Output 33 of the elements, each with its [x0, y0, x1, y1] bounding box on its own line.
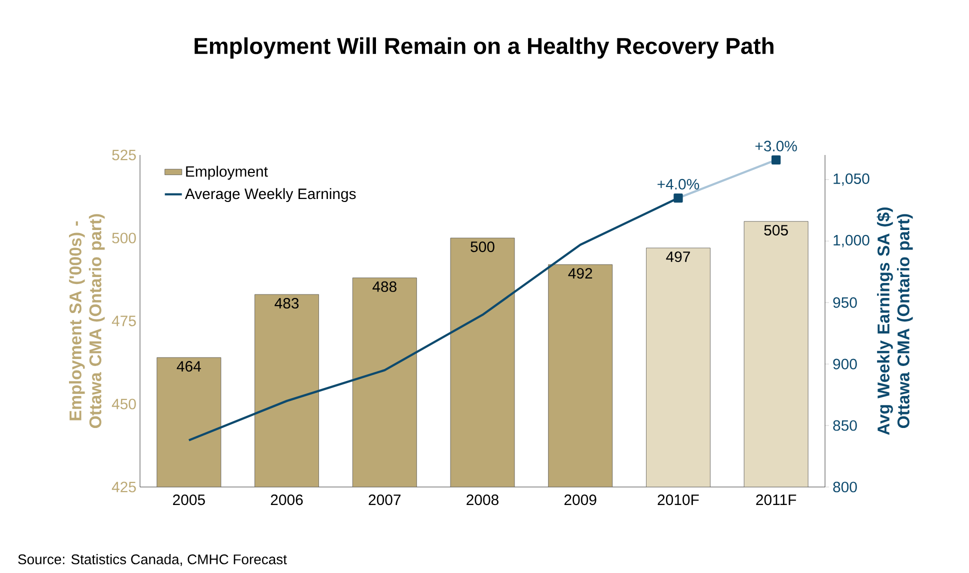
- y2-tick-label: 850: [833, 420, 857, 431]
- text: +3.0%: [755, 140, 797, 152]
- y2-tick-label: 1,050: [834, 173, 870, 186]
- source-note: Source: Statistics Canada, CMHC Forecast: [18, 554, 287, 566]
- chart-title: Employment Will Remain on a Healthy Recovery Path: [194, 37, 774, 59]
- y-tick-label: 525: [112, 150, 136, 160]
- annotation: +4.0%: [658, 178, 700, 190]
- x-tick-label: 2007: [368, 494, 401, 506]
- data-label: 483: [274, 298, 299, 309]
- data-label: 500: [470, 242, 494, 252]
- y-tick-label: 475: [112, 316, 136, 326]
- y2-tick-label: 800: [833, 482, 857, 492]
- x-tick-label: 2011F: [756, 494, 796, 506]
- data-label: 497: [666, 251, 690, 262]
- y2-axis-title: Avg Weekly Earnings SA ($) Ottawa CMA (Ontario part): [876, 208, 913, 435]
- x-tick-label: 2005: [173, 494, 205, 506]
- x-tick-label: 2008: [466, 494, 498, 506]
- data-label: 488: [372, 281, 396, 292]
- y-tick-label: 425: [112, 482, 136, 492]
- y-tick-label: 500: [112, 232, 136, 244]
- data-label: 505: [764, 224, 788, 236]
- y2-tick-label: 1,000: [834, 234, 870, 248]
- x-tick-label: 2010F: [658, 494, 699, 506]
- y2-tick-label: 950: [833, 297, 857, 308]
- x-tick-label: 2009: [564, 494, 596, 506]
- legend-label: Average Weekly Earnings: [184, 188, 356, 202]
- y-tick-label: 450: [112, 398, 136, 410]
- x-tick-label: 2006: [270, 494, 303, 506]
- data-label: 492: [568, 268, 592, 279]
- legend-label: Employment: [186, 166, 268, 180]
- y2-tick-label: 900: [833, 358, 857, 370]
- data-label: 464: [176, 361, 201, 372]
- y-axis-title: Employment SA ('000s) - Ottawa CMA (Ontario part): [69, 214, 105, 428]
